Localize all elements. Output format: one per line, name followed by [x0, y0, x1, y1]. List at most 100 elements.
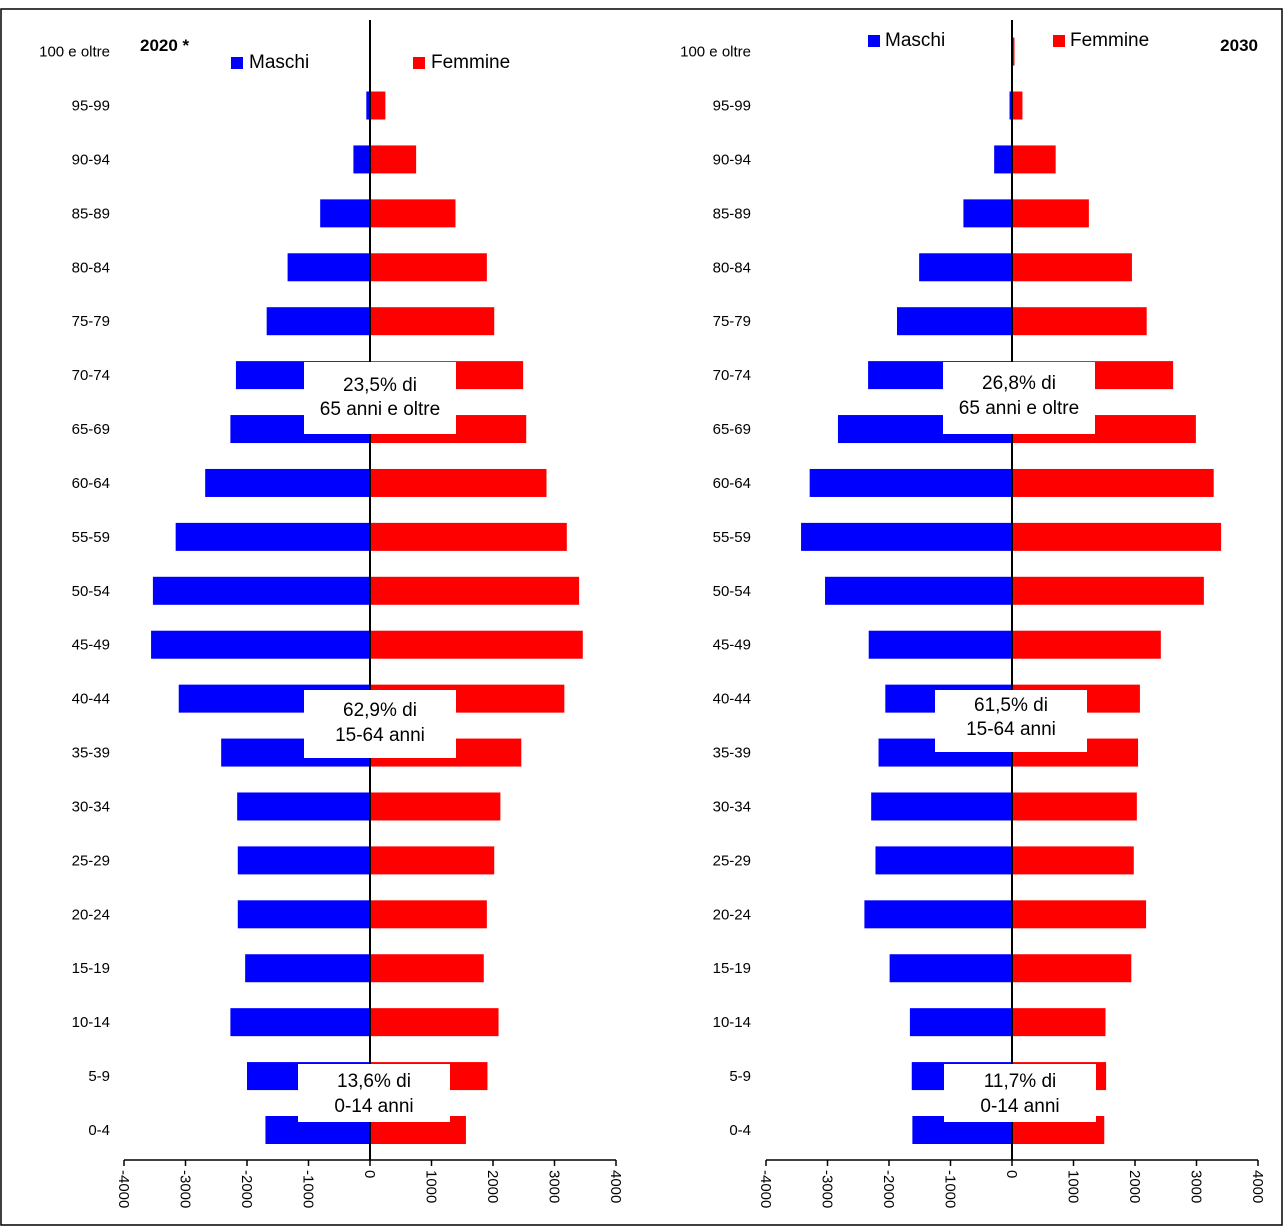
bar-maschi — [237, 792, 370, 821]
annotation-line2: 65 anni e oltre — [959, 398, 1079, 419]
annotation-line2: 15-64 anni — [966, 719, 1056, 740]
bar-femmine — [1012, 792, 1137, 821]
bar-femmine — [370, 522, 567, 551]
age-label: 70-74 — [713, 367, 751, 384]
bar-maschi — [875, 846, 1012, 875]
x-tick-label: -1000 — [300, 1170, 317, 1208]
annotation-line2: 65 anni e oltre — [320, 399, 440, 420]
annotation-line2: 0-14 anni — [980, 1096, 1059, 1117]
age-label: 65-69 — [713, 421, 751, 438]
x-tick-label: 3000 — [546, 1170, 563, 1203]
bar-maschi — [994, 145, 1012, 174]
age-label: 20-24 — [72, 906, 110, 923]
age-label: 90-94 — [72, 151, 110, 168]
x-tick-label: -3000 — [819, 1170, 836, 1208]
x-tick-label: -4000 — [757, 1170, 774, 1208]
age-label: 75-79 — [713, 313, 751, 330]
legend-maschi-label: Maschi — [249, 52, 309, 73]
age-label: 85-89 — [72, 205, 110, 222]
bar-maschi — [245, 954, 370, 983]
age-label: 50-54 — [713, 583, 751, 600]
bar-maschi — [919, 253, 1012, 282]
age-label: 10-14 — [713, 1014, 751, 1031]
bar-femmine — [370, 145, 417, 174]
bar-femmine — [370, 1008, 499, 1037]
x-tick-label: 0 — [1003, 1170, 1020, 1178]
bar-maschi — [266, 307, 370, 336]
bar-maschi — [151, 630, 370, 659]
annotation-line1: 26,8% di — [982, 373, 1056, 394]
bar-maschi — [868, 630, 1012, 659]
age-label: 40-44 — [72, 691, 110, 708]
age-label: 25-29 — [72, 852, 110, 869]
age-label: 15-19 — [713, 960, 751, 977]
bar-femmine — [370, 199, 456, 228]
annotation-line2: 15-64 anni — [335, 725, 425, 746]
age-label: 35-39 — [72, 745, 110, 762]
annotation-box — [935, 690, 1087, 752]
bar-maschi — [871, 792, 1012, 821]
bar-maschi — [175, 522, 370, 551]
age-label: 40-44 — [713, 691, 751, 708]
age-label: 45-49 — [713, 637, 751, 654]
age-label: 100 e oltre — [680, 44, 751, 61]
x-tick-label: -2000 — [238, 1170, 255, 1208]
age-label: 50-54 — [72, 583, 110, 600]
bar-femmine — [1012, 576, 1204, 605]
age-label: 5-9 — [88, 1068, 110, 1085]
age-label: 80-84 — [713, 259, 751, 276]
bar-maschi — [230, 1008, 370, 1037]
age-label: 90-94 — [713, 151, 751, 168]
bar-maschi — [205, 468, 370, 497]
x-tick-label: 1000 — [423, 1170, 440, 1203]
age-label: 5-9 — [729, 1068, 751, 1085]
bar-femmine — [370, 576, 580, 605]
bar-femmine — [1012, 307, 1147, 336]
age-label: 60-64 — [713, 475, 751, 492]
age-label: 20-24 — [713, 906, 751, 923]
annotation-line1: 23,5% di — [343, 375, 417, 396]
bar-femmine — [1012, 1008, 1106, 1037]
x-tick-label: -2000 — [880, 1170, 897, 1208]
x-tick-label: 0 — [361, 1170, 378, 1178]
chart-year-title: 2020 * — [140, 36, 190, 55]
bar-maschi — [963, 199, 1012, 228]
x-tick-label: -4000 — [115, 1170, 132, 1208]
pyramid-right: 0-4 5-9 10-14 15-19 20-24 25-29 30-34 35-39 40-4… — [680, 20, 1266, 1208]
bar-maschi — [366, 91, 370, 120]
bar-maschi — [152, 576, 370, 605]
legend-femmine-label: Femmine — [1070, 30, 1149, 51]
legend-maschi-swatch — [868, 35, 880, 47]
age-label: 75-79 — [72, 313, 110, 330]
bar-maschi — [237, 846, 370, 875]
age-label: 100 e oltre — [39, 44, 110, 61]
bar-femmine — [370, 630, 583, 659]
bar-femmine — [1012, 91, 1023, 120]
legend-maschi-label: Maschi — [885, 30, 945, 51]
age-label: 45-49 — [72, 637, 110, 654]
age-label: 55-59 — [72, 529, 110, 546]
bar-femmine — [370, 307, 495, 336]
bar-maschi — [287, 253, 370, 282]
x-tick-label: 2000 — [1126, 1170, 1143, 1203]
annotation-line2: 0-14 anni — [334, 1096, 413, 1117]
bar-femmine — [1012, 468, 1214, 497]
bar-femmine — [370, 900, 487, 929]
bar-maschi — [320, 199, 370, 228]
age-label: 30-34 — [72, 798, 110, 815]
x-tick-label: 4000 — [607, 1170, 624, 1203]
annotation-box — [944, 1064, 1096, 1122]
bar-maschi — [889, 954, 1012, 983]
legend-femmine-swatch — [413, 57, 425, 69]
age-label: 30-34 — [713, 798, 751, 815]
annotation-box — [304, 690, 456, 758]
bar-maschi — [809, 468, 1012, 497]
annotation-line1: 11,7% di — [984, 1071, 1057, 1092]
bar-femmine — [1012, 846, 1134, 875]
bar-maschi — [1009, 91, 1012, 120]
bar-femmine — [370, 468, 547, 497]
bar-femmine — [1012, 630, 1161, 659]
x-tick-label: -1000 — [942, 1170, 959, 1208]
pyramid-left: 0-4 5-9 10-14 15-19 20-24 25-29 30-34 35-39 40-4… — [39, 20, 624, 1208]
